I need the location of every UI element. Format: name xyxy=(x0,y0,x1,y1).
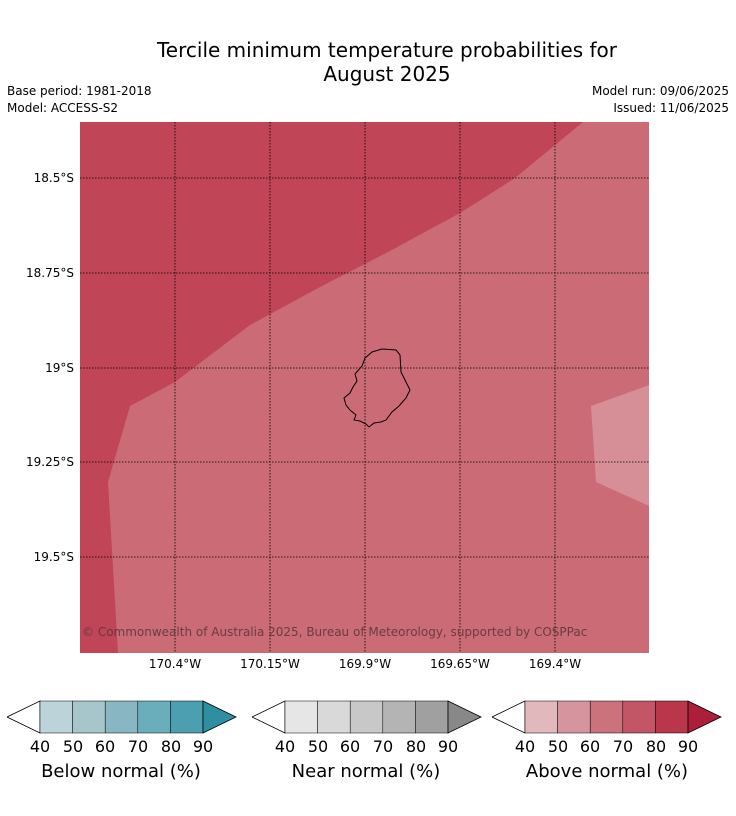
gridlines xyxy=(80,122,649,653)
below-normal-bin-60-70 xyxy=(104,700,139,734)
base-period-text: Base period: 1981-2018 xyxy=(7,84,152,98)
near-tick-70: 70 xyxy=(372,737,394,756)
below-tick-40: 40 xyxy=(29,737,51,756)
near-tick-90: 90 xyxy=(437,737,459,756)
above-normal-bin-80-90 xyxy=(655,700,689,734)
below-normal-bin-50-60 xyxy=(72,700,106,734)
above-normal-over-arrow xyxy=(687,700,722,734)
lon-label-2: 170.15°W xyxy=(240,657,300,671)
above-normal-label: Above normal (%) xyxy=(525,761,689,782)
below-normal-bin-70-80 xyxy=(137,700,171,734)
above-normal-bin-40-50 xyxy=(524,700,558,734)
above-normal-bin-60-70 xyxy=(589,700,624,734)
above-normal-bin-50-60 xyxy=(557,700,591,734)
copyright-text: © Commonwealth of Australia 2025, Bureau… xyxy=(82,625,588,639)
below-tick-70: 70 xyxy=(127,737,149,756)
below-normal-under-arrow xyxy=(6,700,41,734)
below-normal-over-arrow xyxy=(202,700,237,734)
lon-label-3: 169.9°W xyxy=(338,657,392,671)
above-normal-swatches xyxy=(491,700,722,734)
above-70-80-region xyxy=(108,122,649,653)
above-50-60-region xyxy=(591,385,649,506)
above-normal-colorbar: 40 50 60 70 80 90 xyxy=(491,700,722,756)
near-normal-over-arrow xyxy=(447,700,482,734)
title-line-2: August 2025 xyxy=(323,62,451,86)
issued-text: Issued: 11/06/2025 xyxy=(613,101,729,115)
above-tick-50: 50 xyxy=(547,737,569,756)
near-normal-label: Near normal (%) xyxy=(291,761,441,782)
title-line-1: Tercile minimum temperature probabilitie… xyxy=(156,38,618,62)
below-tick-80: 80 xyxy=(160,737,182,756)
below-normal-swatches xyxy=(6,700,237,734)
near-tick-60: 60 xyxy=(339,737,361,756)
above-tick-40: 40 xyxy=(514,737,536,756)
lat-label-4: 19.25°S xyxy=(26,455,74,469)
above-normal-under-arrow xyxy=(491,700,526,734)
below-tick-50: 50 xyxy=(62,737,84,756)
near-normal-colorbar: 40 50 60 70 80 90 xyxy=(251,700,482,756)
page-title: Tercile minimum temperature probabilitie… xyxy=(0,38,736,86)
near-tick-80: 80 xyxy=(405,737,427,756)
near-tick-50: 50 xyxy=(307,737,329,756)
near-tick-40: 40 xyxy=(274,737,296,756)
near-normal-swatches xyxy=(251,700,482,734)
near-normal-under-arrow xyxy=(251,700,286,734)
run-info: Model run: 09/06/2025 Issued: 11/06/2025 xyxy=(592,83,729,117)
above-tick-70: 70 xyxy=(612,737,634,756)
lat-label-2: 18.75°S xyxy=(26,266,74,280)
island-coastline xyxy=(343,348,411,428)
below-tick-60: 60 xyxy=(94,737,116,756)
above-normal-bin-70-80 xyxy=(622,700,656,734)
above-tick-60: 60 xyxy=(579,737,601,756)
model-text: Model: ACCESS-S2 xyxy=(7,101,119,115)
near-normal-bin-40-50 xyxy=(284,700,318,734)
above-tick-90: 90 xyxy=(677,737,699,756)
lon-label-4: 169.65°W xyxy=(430,657,490,671)
below-tick-90: 90 xyxy=(192,737,214,756)
below-normal-label: Below normal (%) xyxy=(41,761,201,782)
model-info: Base period: 1981-2018 Model: ACCESS-S2 xyxy=(7,83,152,117)
lat-label-1: 18.5°S xyxy=(33,171,74,185)
above-tick-80: 80 xyxy=(645,737,667,756)
lat-label-3: 19°S xyxy=(45,361,74,375)
near-normal-bin-50-60 xyxy=(317,700,351,734)
lon-label-5: 169.4°W xyxy=(528,657,582,671)
near-normal-bin-70-80 xyxy=(382,700,416,734)
near-normal-bin-80-90 xyxy=(415,700,449,734)
model-run-text: Model run: 09/06/2025 xyxy=(591,84,729,98)
below-normal-colorbar: 40 50 60 70 80 90 xyxy=(6,700,237,756)
near-normal-bin-60-70 xyxy=(349,700,384,734)
lat-label-5: 19.5°S xyxy=(33,550,74,564)
lon-label-1: 170.4°W xyxy=(148,657,202,671)
below-normal-bin-40-50 xyxy=(39,700,73,734)
below-normal-bin-80-90 xyxy=(170,700,204,734)
